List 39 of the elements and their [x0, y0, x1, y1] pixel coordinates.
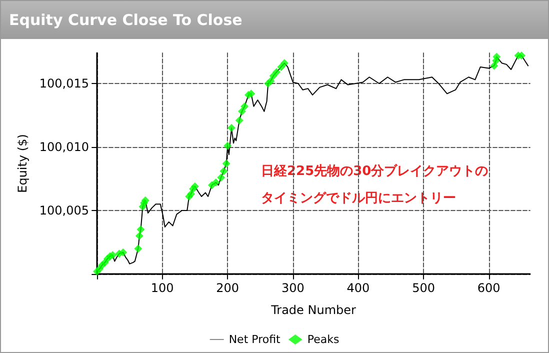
y-tick-label: 100,015 [39, 76, 89, 90]
y-axis-title: Equity ($) [15, 134, 30, 193]
y-tick-label: 100,010 [39, 140, 89, 154]
legend-label: Peaks [307, 333, 340, 346]
x-tick-label: 600 [477, 281, 500, 295]
point [492, 52, 501, 61]
point [247, 90, 256, 98]
x-tick-label: 400 [346, 281, 370, 295]
point [235, 116, 244, 124]
point [266, 76, 275, 85]
point [228, 124, 236, 132]
point [518, 52, 526, 60]
point [224, 142, 232, 150]
point [272, 68, 281, 76]
chart-title: Equity Curve Close To Close [1, 1, 548, 39]
point [280, 59, 288, 68]
point [222, 160, 230, 168]
legend-label: Net Profit [228, 333, 282, 346]
point [119, 248, 128, 256]
point [490, 62, 498, 70]
point [135, 232, 144, 240]
point [212, 178, 220, 187]
x-tick-label: 300 [281, 281, 304, 295]
point [134, 244, 142, 253]
point [187, 190, 196, 198]
x-tick-label: 200 [216, 281, 240, 295]
point [238, 107, 246, 116]
point [108, 250, 117, 259]
point [217, 173, 226, 182]
point [240, 102, 249, 110]
point [141, 196, 150, 204]
x-axis-title: Trade Number [270, 303, 356, 317]
x-tick-label: 100 [150, 281, 174, 295]
y-tick-label: 100,005 [39, 203, 89, 218]
point [136, 226, 145, 234]
point [269, 72, 278, 80]
x-tick-label: 500 [412, 281, 435, 295]
point [190, 182, 199, 190]
point [220, 167, 228, 176]
